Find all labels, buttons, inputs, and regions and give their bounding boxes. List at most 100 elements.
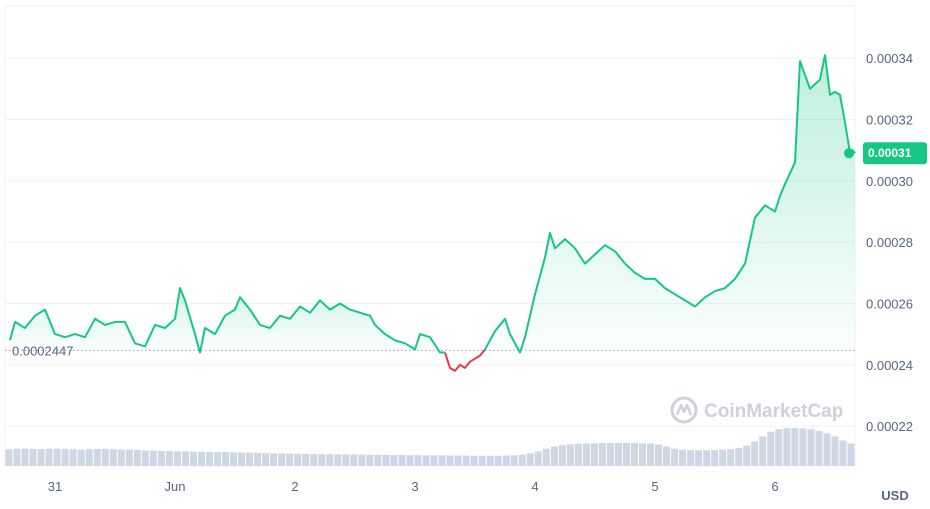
volume-bar	[574, 443, 582, 466]
volume-bar	[350, 454, 358, 466]
currency-label: USD	[881, 488, 908, 503]
open-price-label: 0.0002447	[12, 343, 73, 358]
volume-bar	[117, 449, 125, 466]
volume-bar	[181, 451, 189, 466]
volume-bar	[566, 444, 574, 466]
volume-bar	[430, 455, 438, 466]
plot-border	[4, 5, 856, 467]
volume-bar	[406, 455, 414, 466]
volume-bar	[695, 450, 703, 466]
volume-bar	[582, 443, 590, 466]
y-tick-label: 0.00032	[866, 112, 913, 127]
volume-bar	[37, 449, 45, 466]
volume-bar	[326, 454, 334, 466]
volume-bar	[398, 454, 406, 466]
volume-bar	[61, 448, 69, 466]
volume-bar	[590, 443, 598, 466]
volume-bar	[671, 448, 679, 466]
volume-bar	[839, 440, 847, 466]
volume-bar	[534, 451, 542, 466]
volume-bar	[246, 452, 254, 466]
price-line-segment	[9, 287, 445, 354]
volume-bar	[278, 453, 286, 466]
x-tick-label: 3	[411, 479, 418, 494]
volume-bar	[807, 429, 815, 466]
y-tick-label: 0.00030	[866, 174, 913, 189]
volume-bar	[29, 448, 37, 466]
grid	[4, 5, 856, 467]
volume-bar	[13, 448, 21, 466]
volume-bar	[799, 428, 807, 466]
volume-bar	[69, 449, 77, 466]
x-tick-label: 4	[531, 479, 538, 494]
volume-bar	[735, 448, 743, 466]
volume-bar	[189, 451, 197, 466]
volume-bar	[205, 451, 213, 466]
volume-bar	[687, 450, 695, 466]
volume-bar	[173, 451, 181, 466]
volume-bar	[254, 452, 262, 466]
volume-bar	[213, 452, 222, 466]
volume-bar	[606, 443, 614, 466]
volume-bar	[815, 430, 823, 466]
volume-bar	[382, 454, 390, 466]
volume-bar	[679, 449, 687, 466]
volume-bar	[767, 431, 775, 466]
price-area	[10, 55, 855, 351]
volume-bar	[655, 444, 663, 466]
volume-bar	[550, 446, 558, 466]
current-price-badge-bg	[863, 142, 927, 165]
volume-bar	[751, 441, 759, 466]
volume-bar	[663, 446, 671, 466]
volume-bar	[462, 455, 470, 466]
volume-bar	[366, 454, 374, 466]
volume-bar	[775, 429, 783, 466]
volume-bars	[5, 428, 855, 466]
volume-bar	[238, 452, 246, 466]
volume-bar	[270, 453, 278, 466]
coinmarketcap-logo-icon	[670, 396, 698, 424]
current-price-label: 0.00031	[868, 146, 912, 160]
price-line-segment	[484, 54, 856, 354]
volume-bar	[85, 449, 93, 466]
volume-bar	[614, 442, 622, 466]
volume-bar	[494, 455, 502, 466]
volume-bar	[310, 453, 318, 466]
volume-bar	[703, 450, 711, 466]
volume-bar	[743, 445, 751, 466]
volume-bar	[470, 455, 478, 466]
volume-bar	[342, 454, 350, 466]
volume-bar	[157, 450, 165, 466]
volume-bar	[727, 449, 735, 466]
price-area-fill	[10, 288, 445, 351]
volume-bar	[526, 453, 534, 466]
volume-bar	[783, 428, 791, 466]
volume-bar	[823, 433, 831, 466]
x-tick-label: 2	[291, 479, 298, 494]
volume-bar	[422, 455, 430, 466]
volume-bar	[374, 454, 382, 466]
volume-bar	[630, 443, 638, 466]
volume-bar	[759, 436, 767, 466]
y-tick-label: 0.00024	[866, 358, 913, 373]
volume-bar	[791, 428, 799, 466]
volume-bar	[558, 445, 566, 466]
volume-bar	[542, 448, 550, 466]
volume-bar	[518, 454, 526, 466]
volume-bar	[454, 455, 462, 466]
volume-bar	[109, 449, 117, 466]
volume-bar	[390, 454, 398, 466]
price-area-fill	[485, 55, 855, 351]
x-tick-label: 5	[651, 479, 658, 494]
x-tick-label: 31	[48, 479, 62, 494]
y-tick-label: 0.00034	[866, 51, 913, 66]
volume-bar	[638, 443, 647, 466]
volume-bar	[647, 443, 655, 466]
volume-bar	[230, 452, 238, 466]
volume-bar	[101, 448, 109, 466]
volume-bar	[45, 448, 53, 466]
volume-bar	[149, 450, 157, 466]
volume-bar	[77, 449, 85, 466]
volume-bar	[358, 454, 366, 466]
